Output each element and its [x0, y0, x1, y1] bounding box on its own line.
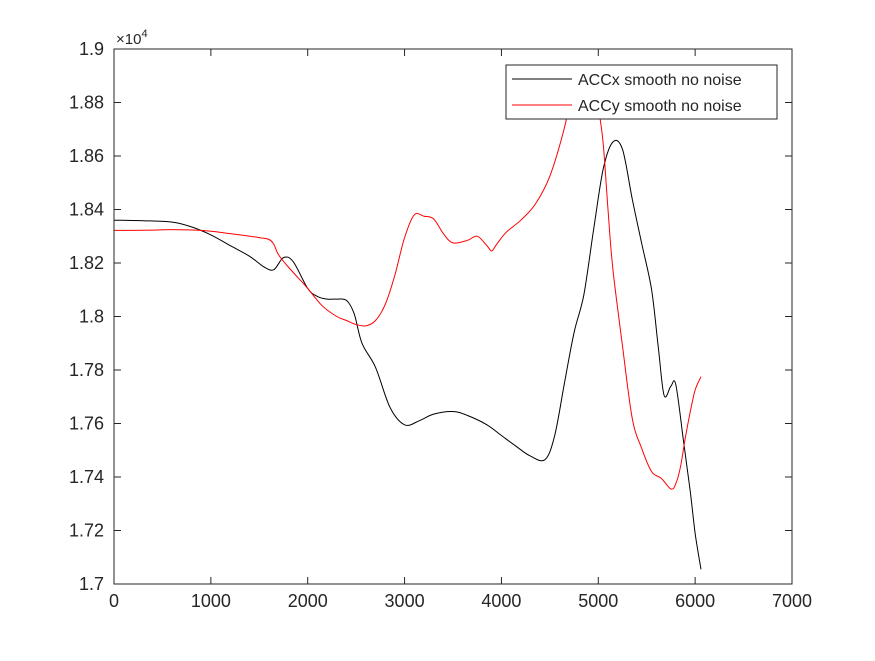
- legend-label: ACCy smooth no noise: [578, 98, 742, 115]
- y-tick-label: 1.8: [79, 307, 104, 327]
- x-tick-label: 4000: [481, 591, 521, 611]
- y-tick-label: 1.82: [69, 253, 104, 273]
- x-tick-label: 3000: [385, 591, 425, 611]
- x-tick-label: 5000: [578, 591, 618, 611]
- y-tick-label: 1.7: [79, 574, 104, 594]
- plot-area: [114, 49, 792, 584]
- y-tick-label: 1.78: [69, 360, 104, 380]
- series-line-accy: [114, 64, 702, 490]
- y-tick-label: 1.9: [79, 39, 104, 59]
- legend: ACCx smooth no noise ACCy smooth no noise: [505, 64, 778, 120]
- y-exponent-label: ×104: [116, 28, 148, 48]
- series-line-accx: [114, 139, 702, 570]
- x-tick-label: 2000: [288, 591, 328, 611]
- y-tick-label: 1.72: [69, 521, 104, 541]
- x-tick-label: 6000: [675, 591, 715, 611]
- x-tick-label: 0: [109, 591, 119, 611]
- legend-label: ACCx smooth no noise: [578, 72, 742, 89]
- y-tick-label: 1.88: [69, 93, 104, 113]
- y-tick-label: 1.76: [69, 414, 104, 434]
- x-tick-label: 7000: [772, 591, 812, 611]
- y-tick-label: 1.86: [69, 146, 104, 166]
- y-exponent-power: 4: [141, 28, 147, 40]
- y-tick-label: 1.84: [69, 200, 104, 220]
- x-tick-label: 1000: [191, 591, 231, 611]
- legend-box: [505, 64, 778, 120]
- y-tick-label: 1.74: [69, 467, 104, 487]
